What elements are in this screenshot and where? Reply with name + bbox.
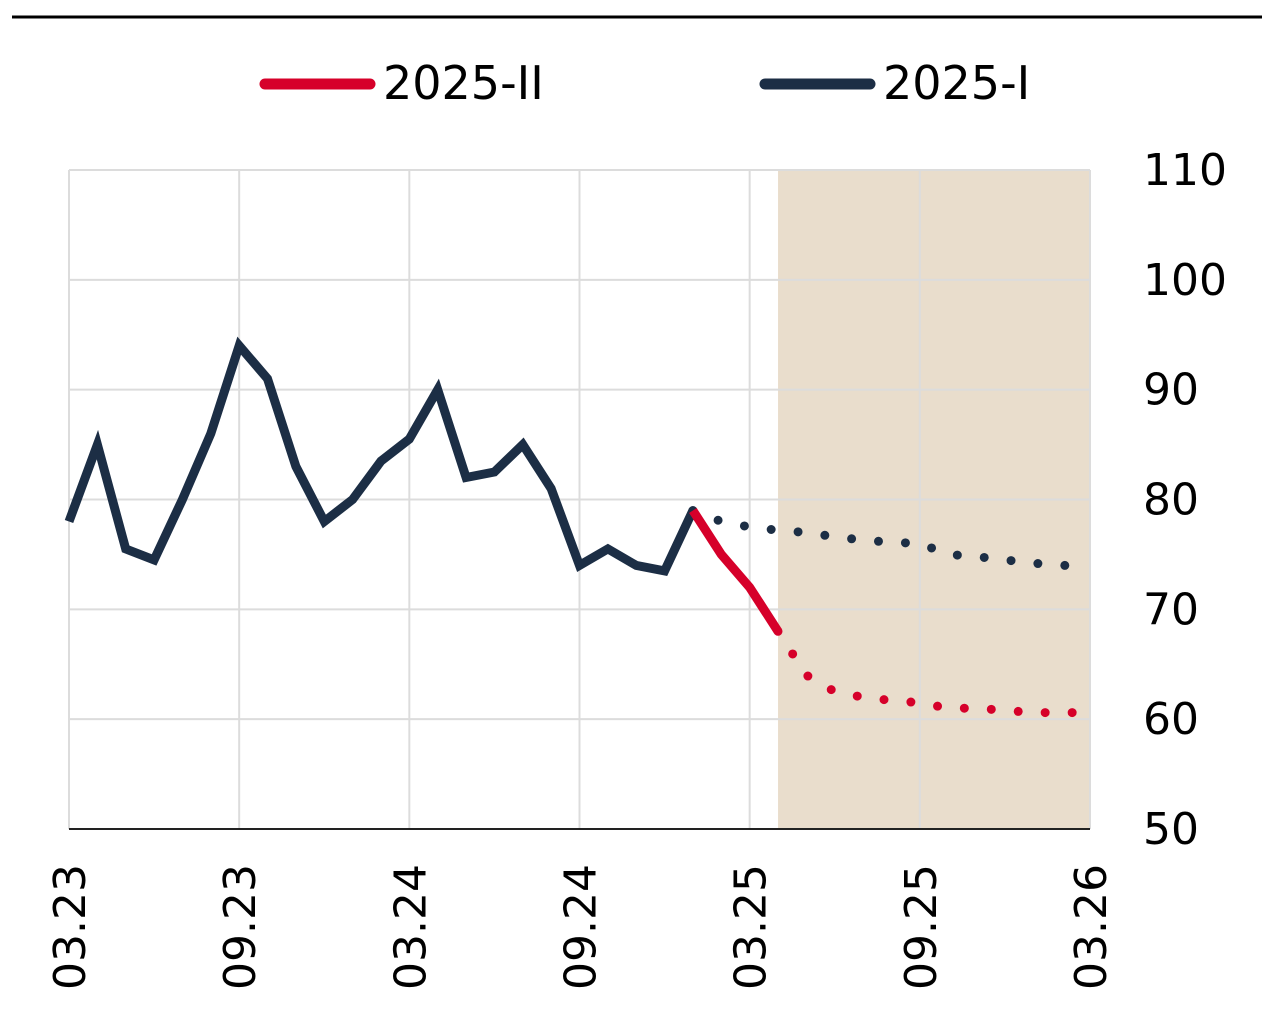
x-tick-label: 03.26 — [1066, 864, 1117, 990]
y-tick-label: 110 — [1143, 145, 1227, 196]
legend-item-2025-I[interactable]: 2025-I — [759, 56, 1030, 110]
series-layer — [64, 336, 1095, 718]
y-tick-label: 100 — [1143, 255, 1227, 306]
y-tick-label: 70 — [1143, 584, 1199, 635]
x-tick-label: 09.23 — [215, 864, 266, 990]
y-tick-label: 80 — [1143, 475, 1199, 526]
y-tick-label: 60 — [1143, 694, 1199, 745]
x-tick-label: 03.23 — [45, 864, 96, 990]
actual-line-2025-II — [689, 508, 782, 634]
legend-item-2025-II[interactable]: 2025-II — [259, 56, 544, 110]
grid-lines — [68, 169, 1091, 830]
legend-label-2025-II: 2025-II — [383, 56, 544, 110]
x-tick-label: 09.25 — [896, 864, 947, 990]
x-axis: 03.23 09.23 03.24 09.24 03.25 09.25 03.26 — [45, 864, 1117, 990]
y-axis: 50 60 70 80 90 100 110 — [1143, 145, 1227, 855]
actual-line-2025-I — [64, 336, 697, 576]
legend: 2025-II 2025-I — [259, 56, 1030, 110]
y-tick-label: 90 — [1143, 365, 1199, 416]
x-tick-label: 09.24 — [556, 864, 607, 990]
y-tick-label: 50 — [1143, 804, 1199, 855]
x-tick-label: 03.24 — [385, 864, 436, 990]
forecast-line-2025-II — [773, 626, 1095, 718]
legend-label-2025-I: 2025-I — [883, 56, 1030, 110]
x-tick-label: 03.25 — [726, 864, 777, 990]
